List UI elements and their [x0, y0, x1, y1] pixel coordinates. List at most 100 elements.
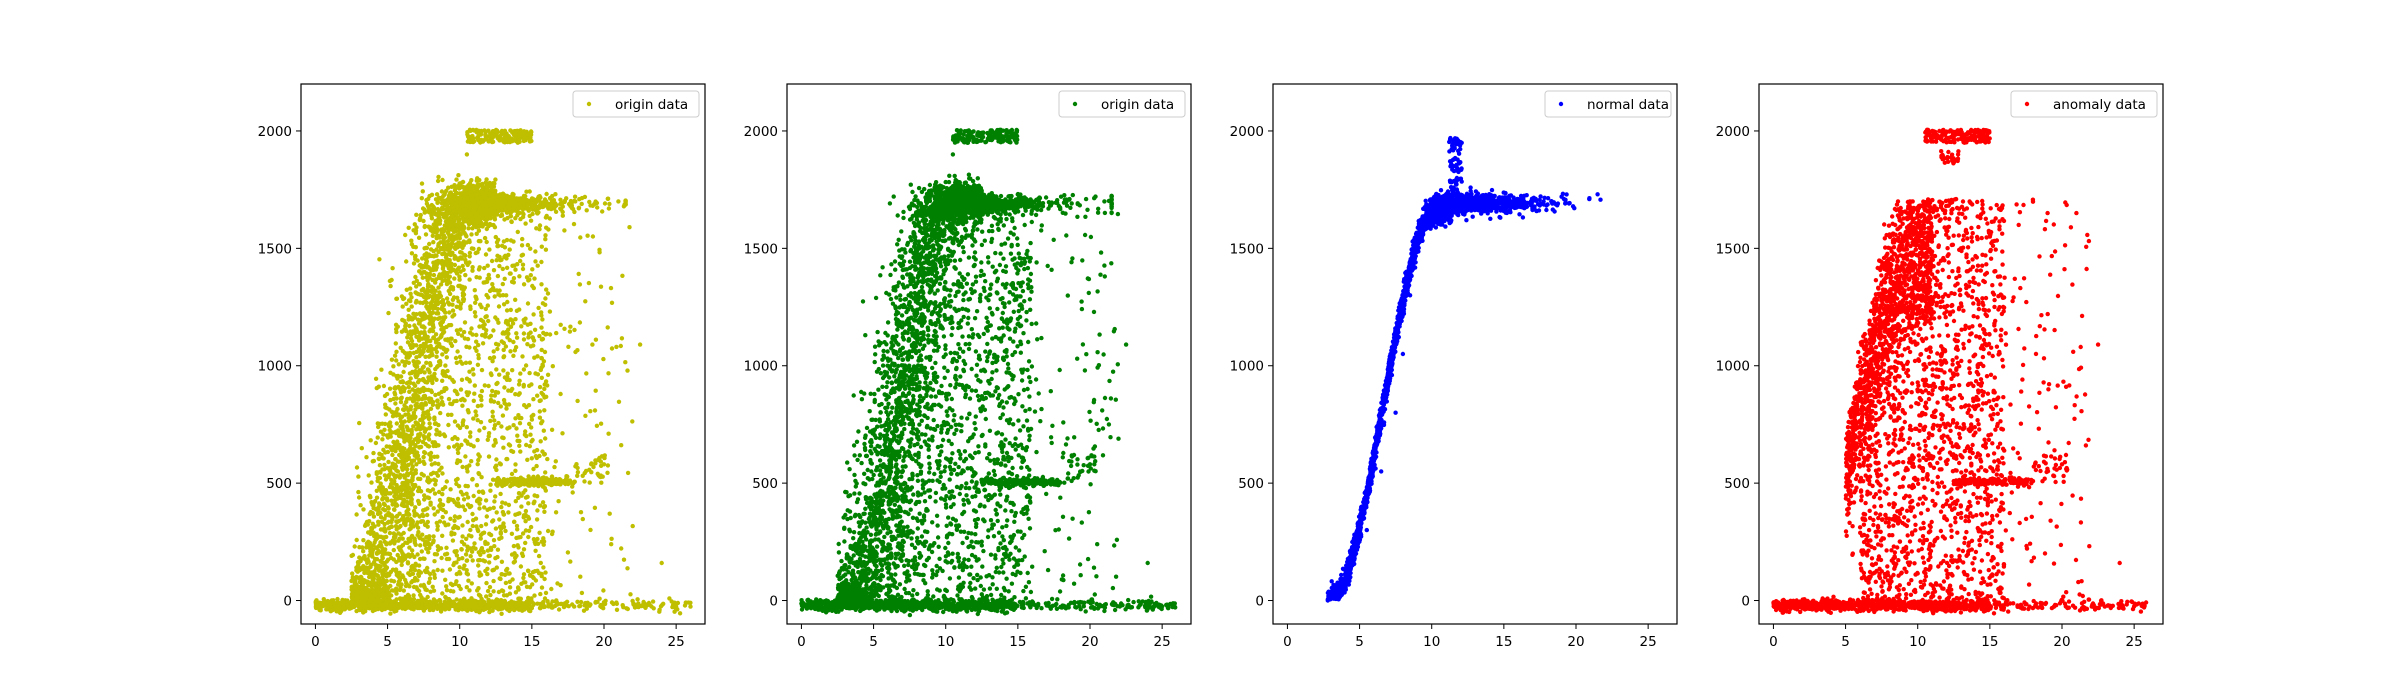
data-point	[501, 445, 506, 450]
data-point	[354, 568, 359, 573]
data-point	[581, 608, 587, 613]
data-point	[630, 598, 635, 604]
data-point	[419, 549, 424, 554]
data-point	[425, 264, 431, 270]
data-point	[426, 437, 432, 442]
data-point	[417, 311, 423, 316]
data-point	[650, 599, 656, 604]
data-point	[421, 508, 426, 513]
data-point	[476, 356, 481, 361]
data-point	[367, 511, 372, 517]
data-point	[375, 421, 380, 426]
data-point	[429, 462, 434, 467]
data-point	[458, 489, 464, 495]
data-point	[514, 331, 519, 336]
data-point	[513, 345, 519, 350]
data-point	[360, 582, 365, 588]
data-point	[427, 576, 433, 581]
data-point	[420, 256, 425, 261]
data-point	[479, 403, 484, 408]
data-point	[460, 534, 465, 539]
data-point	[543, 332, 548, 337]
data-point	[531, 412, 536, 418]
data-point	[418, 543, 423, 548]
data-point	[408, 470, 414, 476]
data-point	[420, 206, 426, 211]
data-point	[544, 287, 549, 292]
data-point	[478, 302, 483, 307]
data-point	[411, 524, 416, 529]
data-point	[425, 409, 431, 414]
data-point	[426, 295, 431, 300]
data-point	[408, 407, 413, 412]
data-point	[495, 597, 500, 603]
data-point	[542, 596, 548, 601]
data-point	[448, 401, 453, 406]
data-point	[484, 314, 489, 319]
data-point	[403, 328, 408, 333]
data-point	[386, 423, 392, 429]
data-point	[446, 522, 451, 527]
data-point	[593, 337, 599, 342]
data-point	[398, 416, 403, 421]
data-point	[388, 397, 393, 403]
data-point	[350, 552, 356, 558]
data-point	[367, 540, 373, 546]
data-point	[474, 483, 480, 488]
data-point	[420, 365, 425, 370]
data-point	[568, 324, 573, 329]
data-point	[474, 348, 479, 353]
data-point	[472, 391, 477, 396]
data-point	[386, 590, 391, 595]
data-point	[378, 540, 383, 545]
data-point	[491, 328, 496, 333]
data-point	[401, 514, 406, 519]
data-point	[614, 600, 619, 605]
data-point	[499, 559, 505, 564]
data-point	[458, 586, 463, 592]
data-point	[523, 540, 528, 546]
data-point	[455, 496, 461, 502]
data-point	[435, 311, 441, 316]
data-point	[430, 277, 435, 283]
data-point	[490, 608, 495, 613]
data-point	[549, 605, 554, 610]
data-point	[418, 343, 423, 349]
data-point	[511, 519, 517, 525]
data-point	[460, 284, 465, 289]
data-point	[432, 559, 437, 564]
data-point	[427, 309, 432, 314]
data-point	[396, 412, 402, 417]
data-point	[394, 468, 399, 473]
data-point	[382, 539, 388, 545]
data-point	[454, 177, 459, 182]
data-point	[575, 599, 580, 604]
data-point	[458, 301, 464, 307]
data-point	[400, 551, 405, 556]
data-point	[490, 414, 495, 419]
data-point	[452, 531, 457, 536]
data-point	[458, 397, 464, 403]
data-point	[411, 395, 417, 400]
data-point	[487, 247, 492, 252]
data-point	[470, 226, 475, 231]
data-point	[416, 281, 422, 287]
data-point	[405, 437, 410, 443]
data-point	[448, 581, 454, 586]
data-point	[416, 404, 421, 410]
data-point	[393, 534, 398, 539]
data-point	[403, 604, 409, 609]
data-point	[422, 450, 427, 455]
data-point	[370, 549, 375, 555]
data-point	[462, 188, 467, 193]
data-point	[539, 259, 544, 265]
data-point	[540, 317, 545, 322]
data-point	[433, 253, 438, 258]
data-point	[488, 482, 493, 487]
data-point	[523, 363, 529, 368]
data-point	[477, 501, 482, 506]
data-point	[449, 204, 455, 210]
data-point	[381, 572, 386, 578]
data-point	[449, 261, 454, 267]
data-point	[442, 607, 448, 612]
